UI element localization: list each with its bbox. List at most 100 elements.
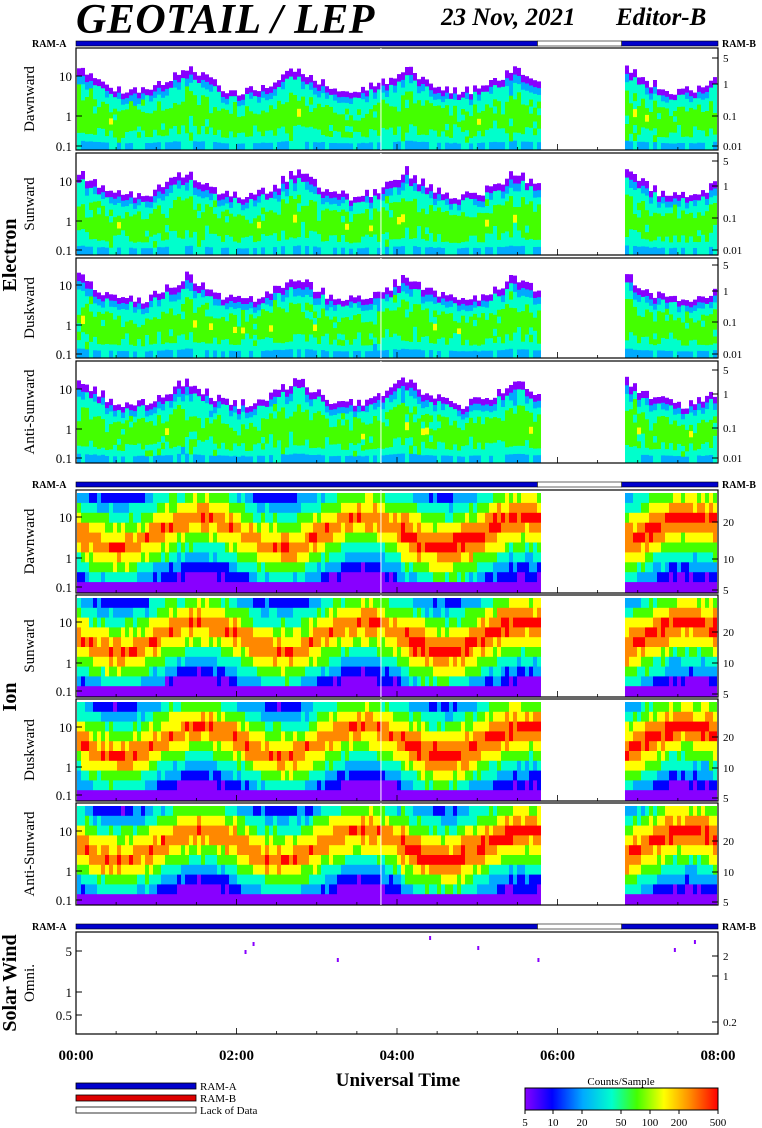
spectrogram-cell xyxy=(317,304,321,312)
spectrogram-cell xyxy=(285,342,289,351)
spectrogram-cell xyxy=(185,117,189,127)
spectrogram-cell xyxy=(105,331,109,339)
spectrogram-cell xyxy=(105,222,109,230)
spectrogram-cell xyxy=(313,337,317,345)
spectrogram-cell xyxy=(481,294,485,302)
spectrogram-cell xyxy=(497,197,501,206)
spectrogram-cell xyxy=(697,344,701,352)
spectrogram-cell xyxy=(385,350,389,358)
spectrogram-cell xyxy=(369,89,373,97)
spectrogram-cell xyxy=(265,106,269,113)
spectrogram-cell xyxy=(185,230,189,239)
spectrogram-cell xyxy=(353,327,357,334)
spectrogram-cell xyxy=(185,297,189,307)
spectrogram-cell xyxy=(97,214,101,222)
spectrogram-cell xyxy=(493,92,497,100)
spectrogram-cell xyxy=(489,350,493,358)
spectrogram-cell xyxy=(333,88,337,96)
spectrogram-cell xyxy=(285,117,289,127)
spectrogram-cell xyxy=(373,202,377,210)
spectrogram-cell xyxy=(493,113,497,122)
spectrogram-cell xyxy=(145,416,149,423)
spectrogram-cell xyxy=(257,215,261,223)
spectrogram-cell xyxy=(185,238,189,247)
spectrogram-cell xyxy=(521,334,525,343)
spectrogram-cell xyxy=(153,443,157,451)
spectrogram-cell xyxy=(309,406,313,414)
spectrogram-cell xyxy=(349,232,353,239)
spectrogram-cell xyxy=(113,300,117,308)
spectrogram-cell xyxy=(313,87,317,96)
spectrogram-cell xyxy=(185,133,189,142)
spectrogram-cell xyxy=(345,108,349,116)
spectrogram-cell xyxy=(277,93,281,102)
spectrogram-cell xyxy=(461,194,465,201)
spectrogram-cell xyxy=(369,351,373,358)
spectrogram-cell xyxy=(109,112,113,119)
spectrogram-cell xyxy=(129,301,133,309)
spectrogram-cell xyxy=(689,236,693,243)
spectrogram-cell xyxy=(481,195,485,202)
spectrogram-cell xyxy=(261,303,265,310)
spectrogram-cell xyxy=(709,101,713,109)
spectrogram-cell xyxy=(669,236,673,243)
spectrogram-cell xyxy=(665,344,669,352)
spectrogram-cell xyxy=(325,123,329,131)
spectrogram-cell xyxy=(205,447,209,456)
spectrogram-cell xyxy=(301,96,305,105)
spectrogram-cell xyxy=(537,211,541,220)
spectrogram-cell xyxy=(389,350,393,358)
spectrogram-cell xyxy=(233,229,237,236)
spectrogram-cell xyxy=(249,439,253,446)
spectrogram-cell xyxy=(85,438,89,448)
spectrogram-cell xyxy=(233,351,237,358)
spectrogram-cell xyxy=(405,285,409,295)
spectrogram-cell xyxy=(209,343,213,351)
spectrogram-cell xyxy=(137,418,141,426)
spectrogram-cell xyxy=(377,102,381,110)
spectrogram-cell xyxy=(321,216,325,224)
spectrogram-cell xyxy=(145,427,149,435)
spectrogram-cell xyxy=(425,187,429,195)
spectrogram-cell xyxy=(129,320,133,327)
spectrogram-cell xyxy=(501,142,505,150)
spectrogram-cell xyxy=(301,282,305,291)
spectrogram-cell xyxy=(381,298,385,306)
spectrogram-cell xyxy=(633,335,637,344)
spectrogram-cell xyxy=(81,76,85,85)
spectrogram-cell xyxy=(161,97,165,105)
spectrogram-cell xyxy=(337,310,341,317)
spectrogram-cell xyxy=(529,134,533,143)
spectrogram-cell xyxy=(681,124,685,132)
spectrogram-cell xyxy=(477,212,481,220)
spectrogram-cell xyxy=(197,307,201,315)
spectrogram-cell xyxy=(125,132,129,139)
spectrogram-cell xyxy=(125,327,129,334)
spectrogram-cell xyxy=(389,310,393,318)
spectrogram-cell xyxy=(169,308,173,316)
spectrogram-cell xyxy=(101,192,105,200)
spectrogram-cell xyxy=(349,417,353,425)
spectrogram-cell xyxy=(653,321,657,328)
spectrogram-cell xyxy=(309,327,313,336)
spectrogram-cell xyxy=(269,399,273,407)
spectrogram-cell xyxy=(177,292,181,301)
spectrogram-cell xyxy=(345,407,349,415)
spectrogram-cell xyxy=(401,324,405,333)
spectrogram-cell xyxy=(657,131,661,138)
spectrogram-cell xyxy=(201,414,205,422)
spectrogram-cell xyxy=(273,247,277,255)
spectrogram-cell xyxy=(677,194,681,202)
spectrogram-cell xyxy=(229,225,233,232)
spectrogram-cell xyxy=(513,308,517,317)
spectrogram-cell xyxy=(301,89,305,98)
spectrogram-cell xyxy=(153,304,157,312)
spectrogram-cell xyxy=(661,331,665,339)
spectrogram-cell xyxy=(437,351,441,358)
spectrogram-cell xyxy=(233,90,237,97)
spectrogram-cell xyxy=(145,340,149,347)
spectrogram-cell xyxy=(377,211,381,219)
spectrogram-cell xyxy=(245,219,249,227)
spectrogram-cell xyxy=(713,302,717,310)
spectrogram-cell xyxy=(149,338,153,346)
